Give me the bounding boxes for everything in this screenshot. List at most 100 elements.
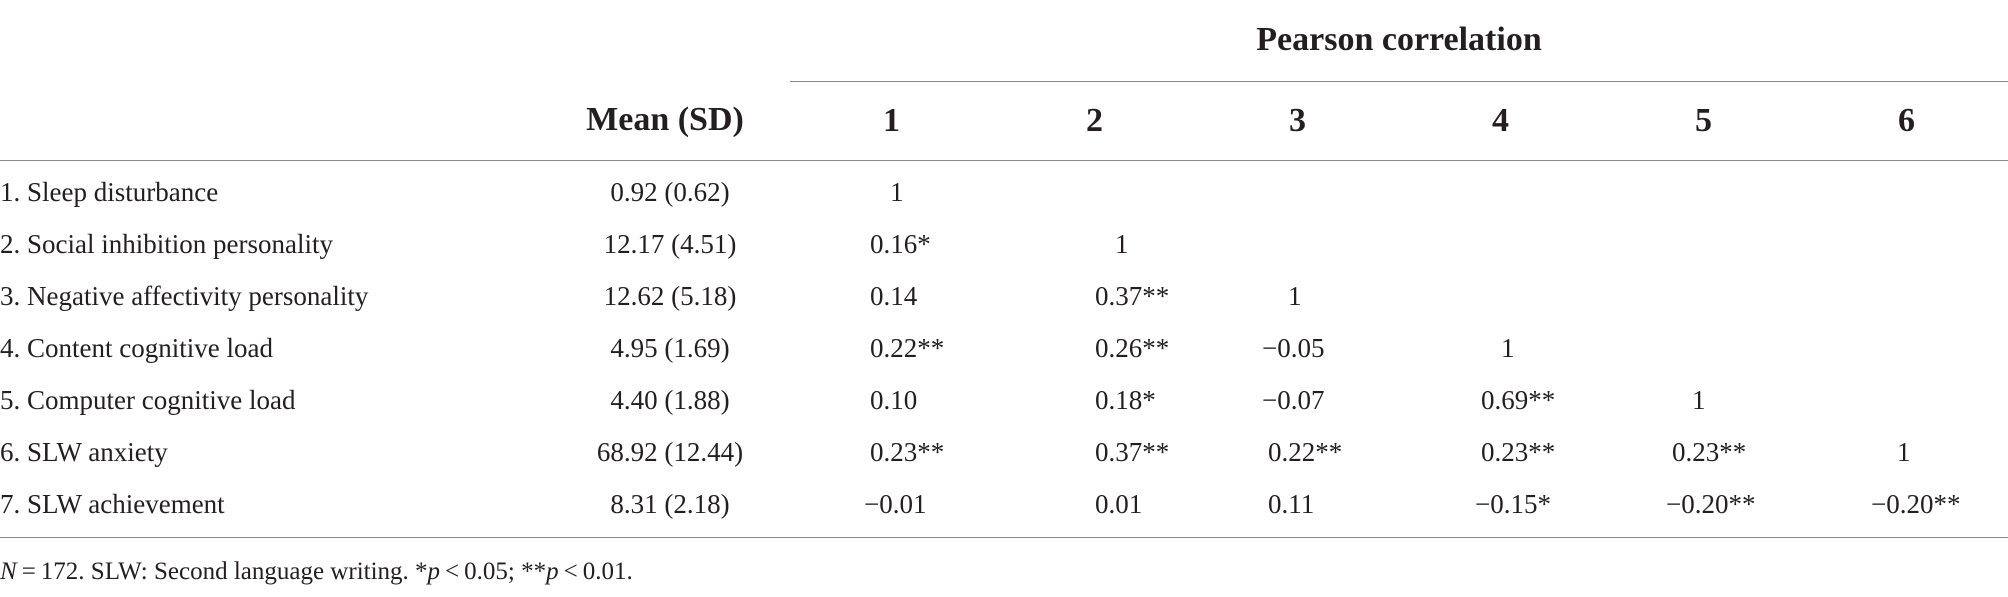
correlation-cell: [1805, 323, 2008, 375]
table-footnote: N = 172. SLW: Second language writing. *…: [0, 558, 633, 586]
correlation-cell: 0.23**: [1399, 427, 1602, 479]
correlation-cell: [1602, 219, 1805, 271]
correlation-cell: [1602, 160, 1805, 219]
row-mean-sd: 68.92 (12.44): [596, 437, 744, 467]
row-mean-sd: 8.31 (2.18): [540, 478, 790, 538]
correlation-value: 0.22**: [870, 333, 945, 363]
note-text-2: < 0.05; **: [440, 558, 547, 585]
header-blank-cell: [0, 0, 540, 81]
correlation-cell: [1805, 219, 2008, 271]
correlation-value: 1: [1692, 385, 1706, 415]
row-label: 3. Negative affectivity personality: [0, 281, 369, 311]
correlation-cell: 0.37**: [993, 271, 1196, 323]
table-row: 1. Sleep disturbance 0.92 (0.62) 1: [0, 160, 2008, 219]
note-text-1: = 172. SLW: Second language writing. *: [16, 558, 428, 585]
column-header-2: 2: [993, 81, 1196, 161]
correlation-value: −0.20**: [1871, 489, 1961, 519]
row-label: 6. SLW anxiety: [0, 437, 168, 467]
pearson-correlation-header: Pearson correlation: [790, 0, 2008, 82]
correlation-value: 1: [1897, 437, 1911, 467]
correlation-value: 0.10: [870, 385, 918, 415]
row-label: 4. Content cognitive load: [0, 333, 273, 363]
correlation-cell: [1602, 323, 1805, 375]
correlation-value: 0.37**: [1095, 281, 1170, 311]
correlation-cell: [1196, 219, 1399, 271]
correlation-value: 1: [1115, 229, 1129, 259]
correlation-cell: 1: [1399, 323, 1602, 375]
correlation-cell: 0.22**: [790, 323, 993, 375]
correlation-value: 0.26**: [1095, 333, 1170, 363]
correlation-cell: [1196, 160, 1399, 219]
column-header-5: 5: [1602, 81, 1805, 161]
correlation-cell: [993, 160, 1196, 219]
row-mean-sd: 4.95 (1.69): [610, 333, 730, 363]
column-header-6: 6: [1805, 81, 2008, 161]
correlation-value: −0.20**: [1666, 489, 1756, 519]
correlation-cell: 1: [1196, 271, 1399, 323]
header-row-group: Pearson correlation: [0, 0, 2008, 82]
correlation-cell: −0.15*: [1399, 478, 1602, 538]
correlation-cell: [1805, 271, 2008, 323]
row-mean-sd: 12.62 (5.18): [603, 281, 737, 311]
correlation-cell: 1: [790, 160, 993, 219]
correlation-cell: 0.18*: [993, 375, 1196, 427]
correlation-value: 0.18*: [1095, 385, 1156, 415]
note-p-symbol-1: p: [427, 558, 441, 585]
correlation-cell: −0.07: [1196, 375, 1399, 427]
correlation-cell: 0.01: [993, 478, 1196, 538]
correlation-value: −0.07: [1262, 385, 1325, 415]
correlation-cell: 0.69**: [1399, 375, 1602, 427]
table-row: 5. Computer cognitive load 4.40 (1.88) 0.1…: [0, 375, 2008, 427]
correlation-value: 0.23**: [870, 437, 945, 467]
correlation-cell: 1: [1602, 375, 1805, 427]
header-row-columns: Mean (SD) 1 2 3 4 5 6: [0, 81, 2008, 161]
correlation-value: 0.22**: [1268, 437, 1343, 467]
note-n-symbol: N: [0, 558, 17, 585]
correlation-cell: 0.14: [790, 271, 993, 323]
correlation-cell: [1602, 271, 1805, 323]
correlation-cell: [1399, 160, 1602, 219]
correlation-cell: [1399, 219, 1602, 271]
row-mean-sd: 4.40 (1.88): [610, 385, 730, 415]
correlation-cell: 0.23**: [790, 427, 993, 479]
row-label: 2. Social inhibition personality: [0, 229, 333, 259]
table-body: 1. Sleep disturbance 0.92 (0.62) 1 2. Socia…: [0, 160, 2008, 538]
correlation-value: 0.14: [870, 281, 918, 311]
correlation-cell: 0.37**: [993, 427, 1196, 479]
header-variable-cell: [0, 81, 540, 161]
correlation-cell: 0.22**: [1196, 427, 1399, 479]
table-row: 7. SLW achievement 8.31 (2.18) −0.01 0.01 0.…: [0, 478, 2008, 538]
correlation-value: 0.01: [1095, 489, 1143, 519]
correlation-cell: 0.23**: [1602, 427, 1805, 479]
correlation-value: 0.69**: [1481, 385, 1556, 415]
correlation-value: −0.05: [1262, 333, 1325, 363]
correlation-cell: [1805, 160, 2008, 219]
correlation-cell: 1: [1805, 427, 2008, 479]
correlation-cell: 0.10: [790, 375, 993, 427]
correlation-value: 1: [1501, 333, 1515, 363]
correlation-value: 1: [1288, 281, 1302, 311]
table-row: 2. Social inhibition personality 12.17 (4…: [0, 219, 2008, 271]
correlation-value: 1: [890, 177, 904, 207]
table-row: 4. Content cognitive load 4.95 (1.69) 0.22…: [0, 323, 2008, 375]
correlation-cell: −0.01: [790, 478, 993, 538]
note-p-symbol-2: p: [546, 558, 559, 585]
correlation-cell: 0.11: [1196, 478, 1399, 538]
correlation-cell: [1399, 271, 1602, 323]
correlation-table: Pearson correlation Mean (SD) 1 2 3 4 5 …: [0, 0, 2008, 538]
correlation-cell: −0.05: [1196, 323, 1399, 375]
row-label: 5. Computer cognitive load: [0, 385, 296, 415]
column-header-4: 4: [1399, 81, 1602, 161]
correlation-value: −0.15*: [1475, 489, 1551, 519]
correlation-value: 0.23**: [1672, 437, 1747, 467]
row-mean-sd: 12.17 (4.51): [603, 229, 737, 259]
correlation-value: 0.23**: [1481, 437, 1556, 467]
table-row: 6. SLW anxiety 68.92 (12.44) 0.23** 0.37** 0…: [0, 427, 2008, 479]
correlation-value: 0.37**: [1095, 437, 1170, 467]
mean-sd-header: Mean (SD): [540, 81, 790, 161]
header-blank-cell: [540, 0, 790, 81]
row-label: 1. Sleep disturbance: [0, 177, 219, 207]
correlation-cell: 0.26**: [993, 323, 1196, 375]
correlation-cell: −0.20**: [1805, 478, 2008, 538]
